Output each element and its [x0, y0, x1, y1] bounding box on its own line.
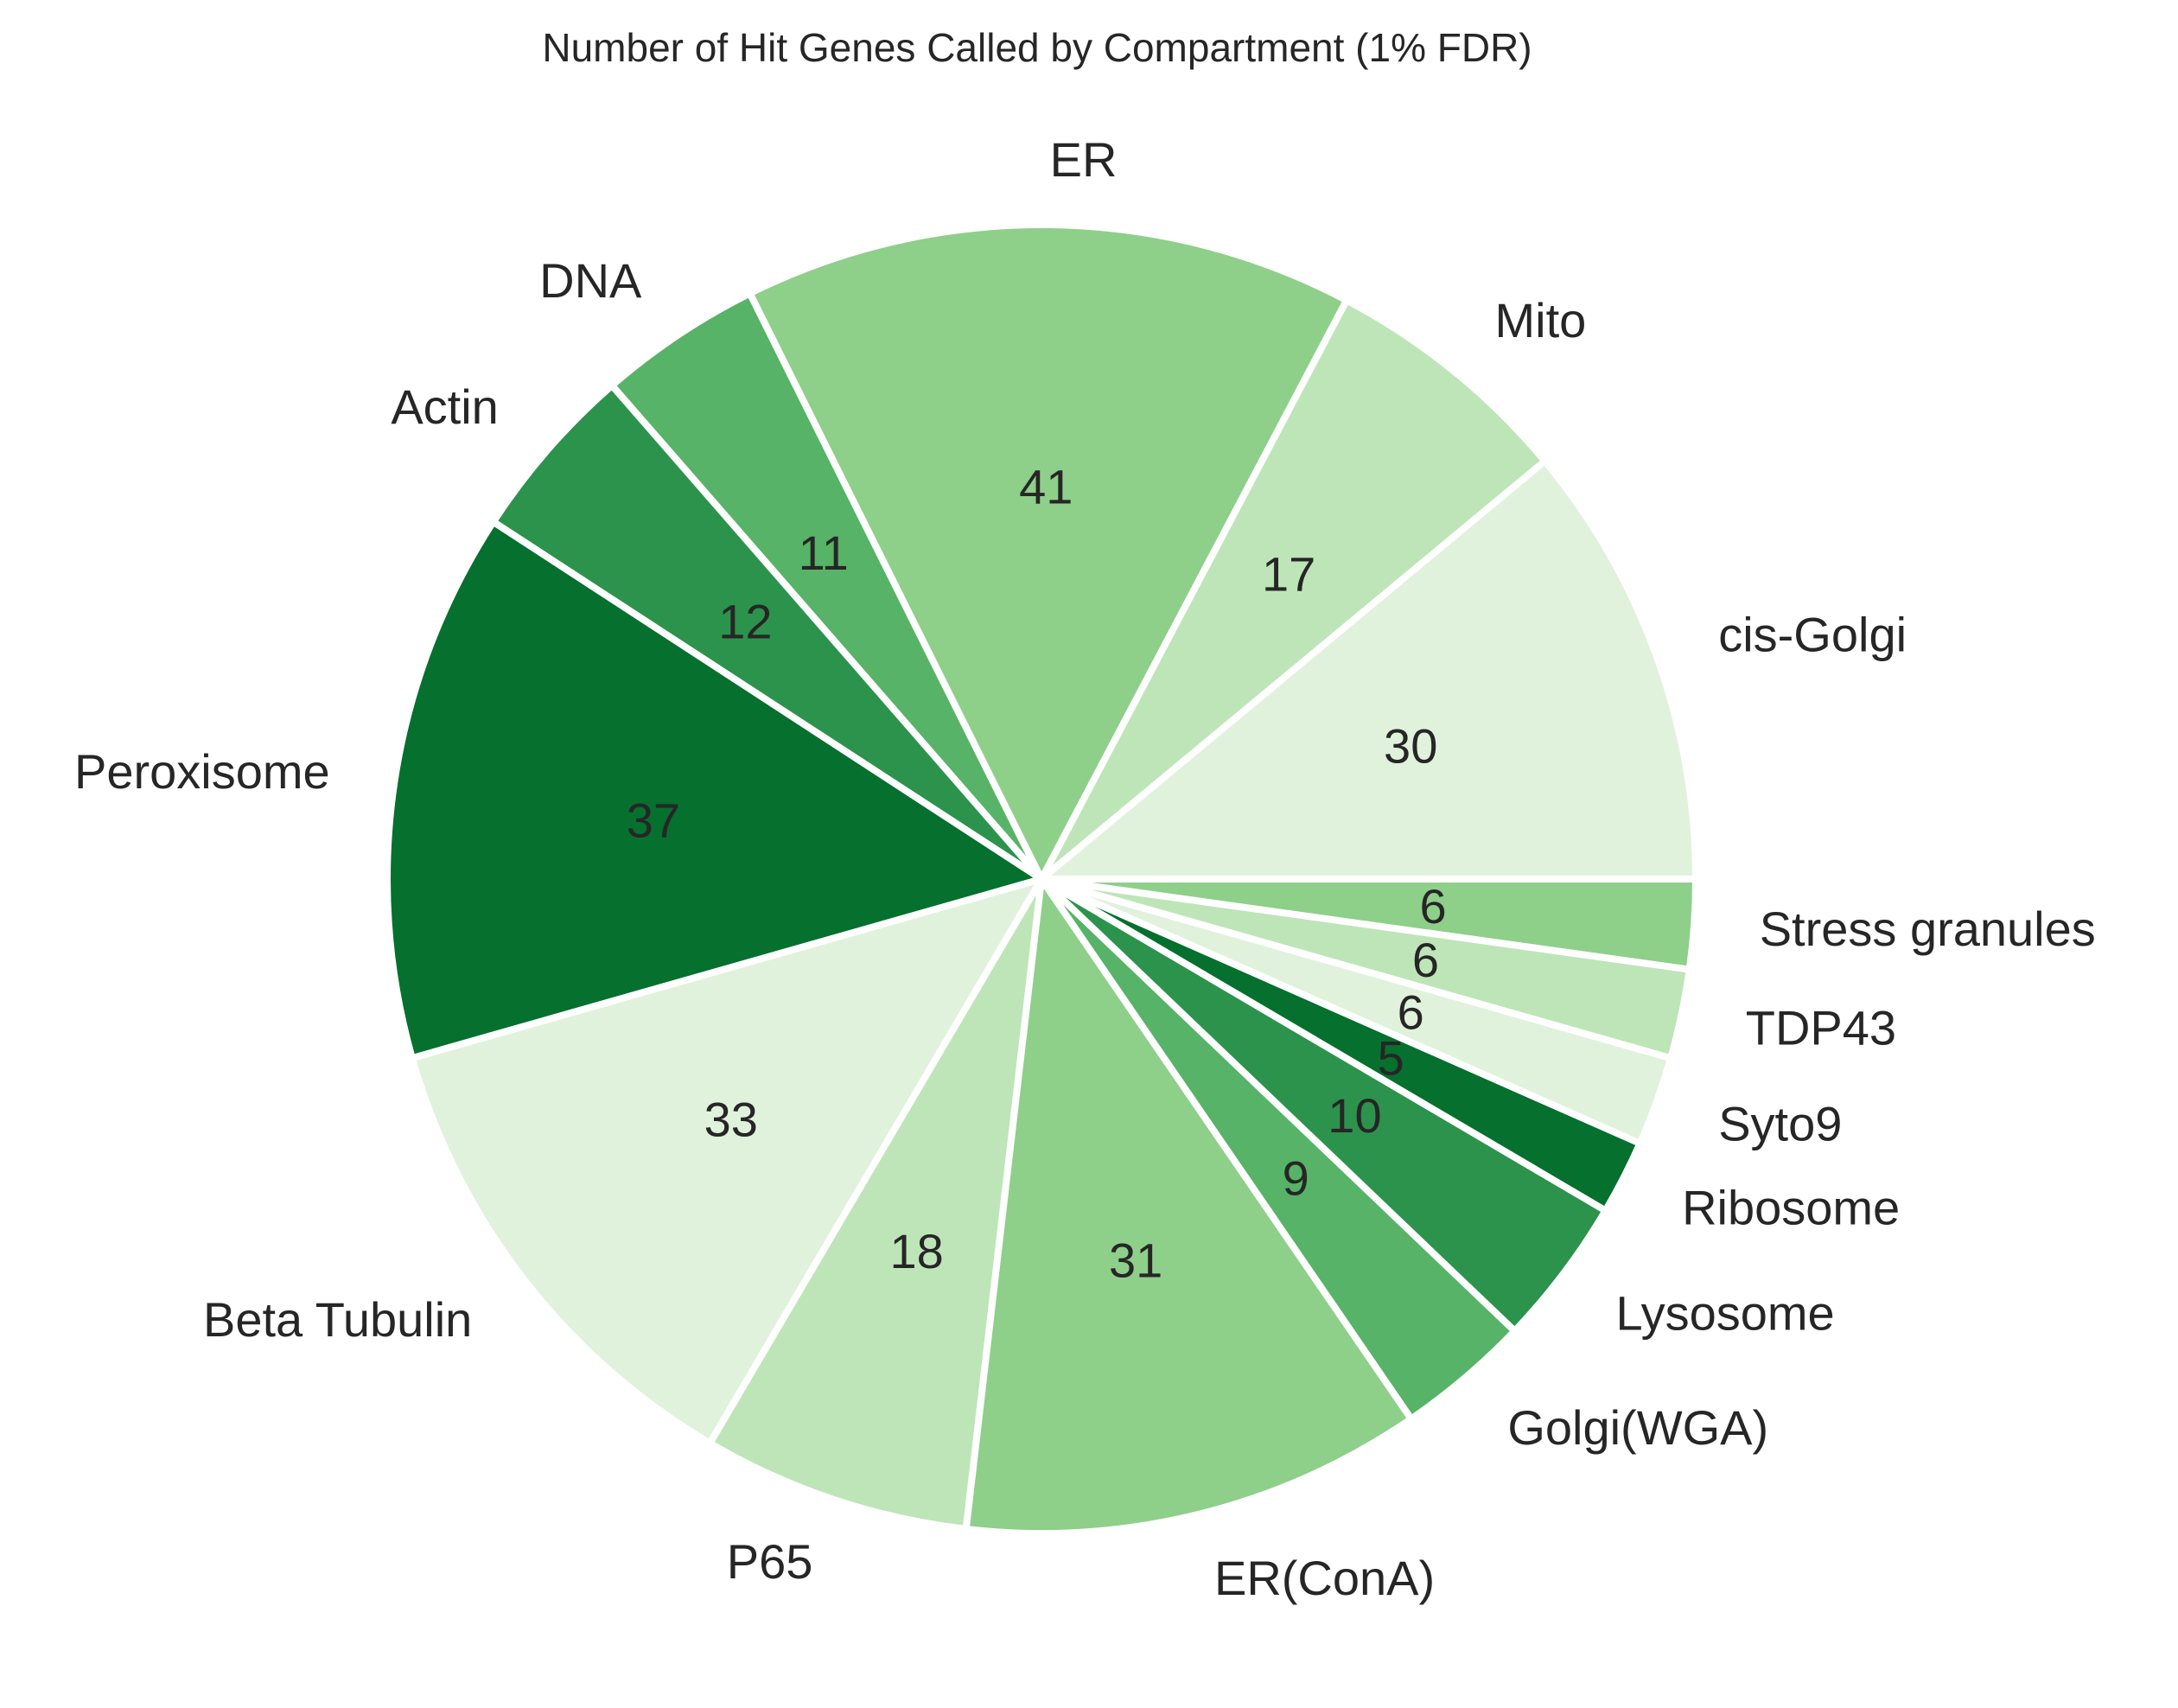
chart-title: Number of Hit Genes Called by Compartmen… — [542, 25, 1532, 70]
value-label-golgi-wga: 9 — [1283, 1151, 1309, 1206]
slice-label-tdp43: TDP43 — [1746, 1000, 1896, 1055]
slice-label-er-cona: ER(ConA) — [1214, 1551, 1435, 1605]
slice-label-beta-tubulin: Beta Tubulin — [203, 1292, 472, 1347]
slice-label-cis-golgi: cis-Golgi — [1718, 608, 1907, 662]
pie-slice-p65 — [706, 876, 1045, 1533]
pie-slice-actin — [489, 381, 1045, 883]
slice-label-golgi-wga: Golgi(WGA) — [1507, 1400, 1768, 1455]
value-label-dna: 11 — [799, 526, 849, 580]
slice-label-lysosome: Lysosome — [1616, 1285, 1835, 1340]
slice-label-mito: Mito — [1495, 293, 1587, 347]
slice-label-stress-granules: Stress granules — [1760, 902, 2096, 956]
slice-label-p65: P65 — [727, 1534, 813, 1589]
slice-label-dna: DNA — [539, 253, 642, 308]
pie-slice-er — [746, 221, 1350, 883]
slice-label-actin: Actin — [391, 379, 499, 434]
slice-label-syto9: Syto9 — [1718, 1096, 1842, 1150]
value-label-mito: 17 — [1262, 547, 1315, 602]
value-label-cis-golgi: 30 — [1384, 718, 1437, 773]
value-label-lysosome: 10 — [1328, 1088, 1381, 1143]
value-label-tdp43: 6 — [1412, 933, 1439, 987]
value-label-beta-tubulin: 33 — [704, 1092, 758, 1146]
value-label-ribosome: 5 — [1378, 1031, 1404, 1086]
pie-slice-stress-granules — [1038, 876, 1699, 973]
value-label-syto9: 6 — [1398, 985, 1424, 1040]
value-label-stress-granules: 6 — [1420, 879, 1447, 934]
value-label-actin: 12 — [718, 594, 772, 648]
value-label-p65: 18 — [890, 1224, 944, 1278]
value-label-er: 41 — [1019, 459, 1073, 513]
slice-label-ribosome: Ribosome — [1682, 1180, 1900, 1234]
pie-slice-er-cona — [962, 876, 1415, 1537]
pie-slice-mito — [1038, 296, 1549, 883]
slice-label-er: ER — [1050, 132, 1118, 187]
value-label-peroxisome: 37 — [627, 793, 680, 848]
pie-slice-cis-golgi — [1038, 457, 1699, 883]
pie-slice-beta-tubulin — [408, 876, 1045, 1447]
value-label-er-cona: 31 — [1109, 1233, 1162, 1287]
slice-label-peroxisome: Peroxisome — [74, 744, 330, 799]
